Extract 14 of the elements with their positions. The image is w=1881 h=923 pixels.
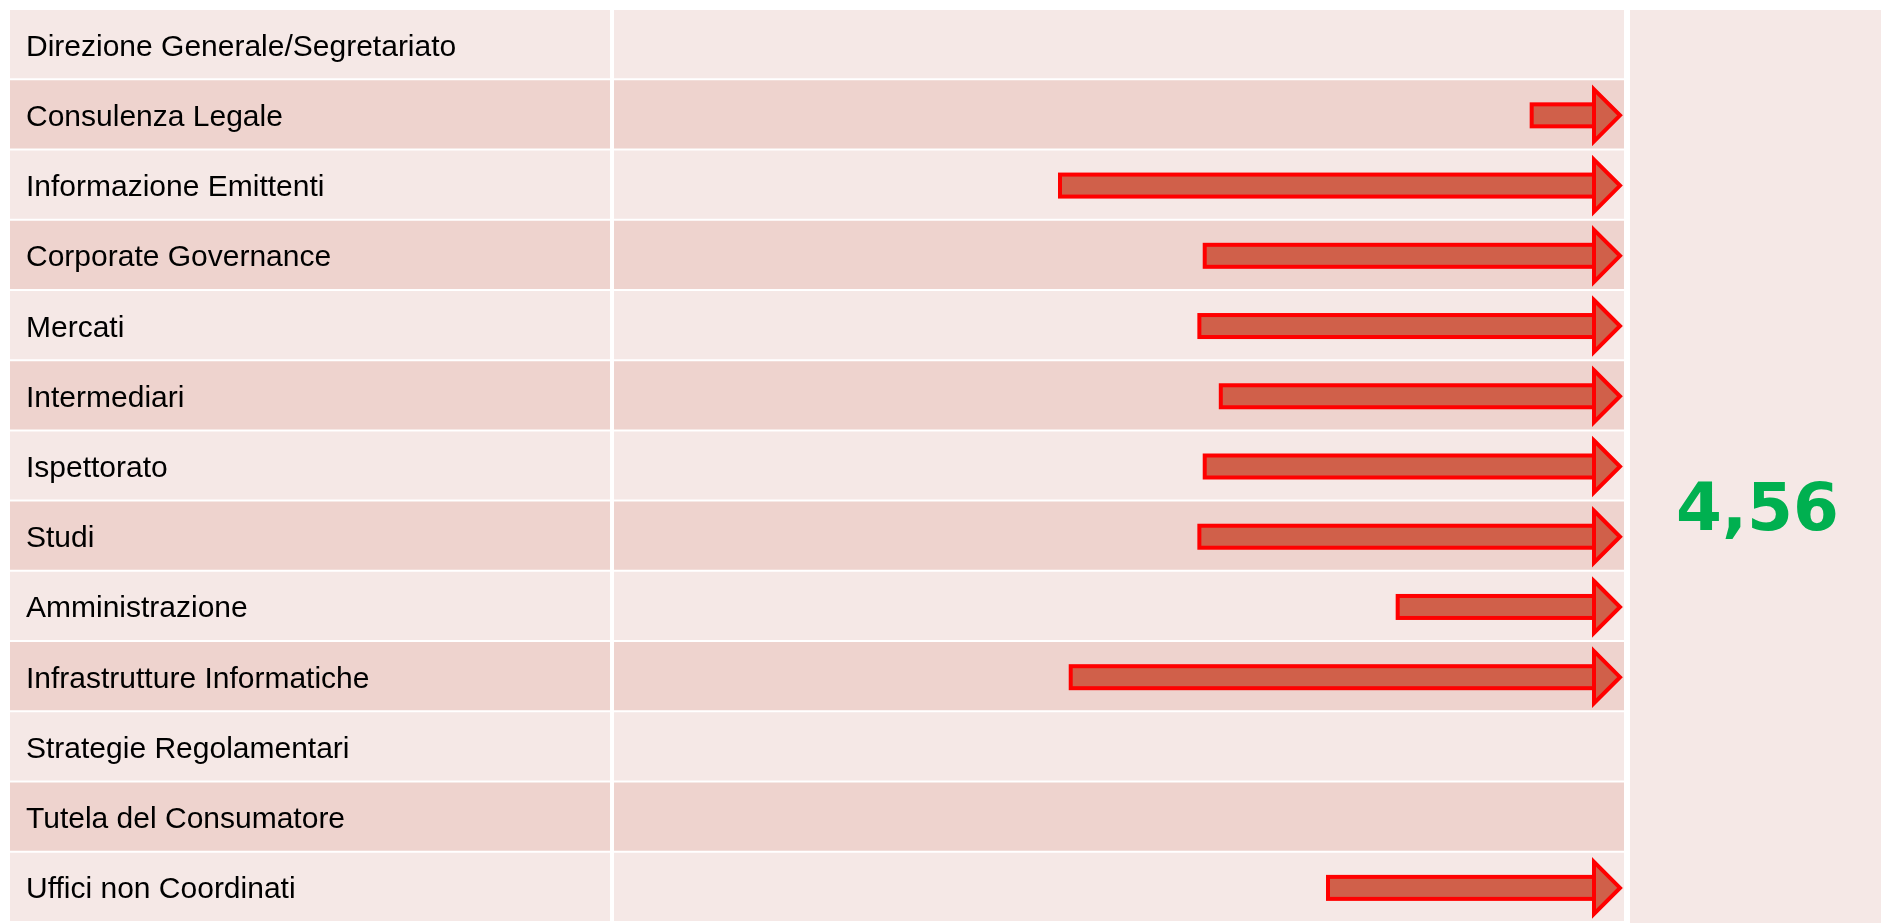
y-tick-label: Corporate Governance [26, 239, 332, 273]
y-tick-label: Direzione Generale/Segretariato [26, 28, 457, 62]
text: 4,56 [1676, 468, 1839, 546]
y-tick-label: Infrastrutture Informatiche [26, 660, 370, 694]
y-tick-label: Studi [26, 520, 95, 554]
y-tick-label: Informazione Emittenti [26, 169, 325, 203]
y-tick-label: Intermediari [26, 379, 185, 413]
y-tick-label: Mercati [26, 309, 125, 343]
y-tick-label: Tutela del Consumatore [26, 801, 346, 835]
y-tick-label: Strategie Regolamentari [26, 730, 350, 764]
y-tick-label: Amministrazione [26, 590, 248, 624]
y-tick-label: Uffici non Coordinati [26, 871, 296, 905]
y-tick-label: Consulenza Legale [26, 98, 283, 132]
y-tick-label: Ispettorato [26, 450, 168, 483]
